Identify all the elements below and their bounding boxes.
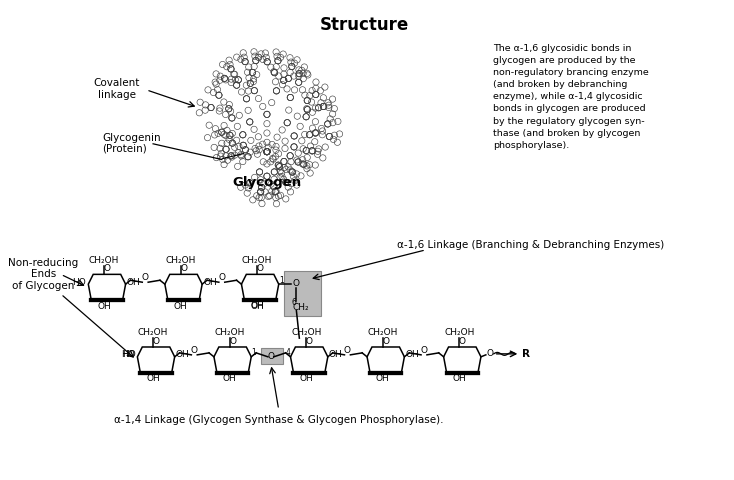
Text: 1: 1 xyxy=(279,276,283,285)
Bar xyxy=(283,271,321,315)
Text: Structure: Structure xyxy=(319,16,409,34)
Text: Non-reducing
Ends
of Glycogen: Non-reducing Ends of Glycogen xyxy=(8,258,79,291)
Text: OH: OH xyxy=(223,374,236,384)
Text: OH: OH xyxy=(97,302,111,311)
Text: Covalent
linkage: Covalent linkage xyxy=(93,78,140,100)
Text: R: R xyxy=(522,349,530,359)
Text: OH: OH xyxy=(376,374,390,384)
Text: OH: OH xyxy=(175,350,189,360)
Text: O: O xyxy=(180,264,187,273)
Text: O: O xyxy=(486,349,493,359)
Text: OH: OH xyxy=(452,374,466,384)
Text: CH₂OH: CH₂OH xyxy=(444,328,474,337)
Text: O: O xyxy=(293,279,300,288)
Text: O: O xyxy=(421,346,427,355)
Text: O: O xyxy=(142,273,149,282)
Text: O: O xyxy=(218,273,225,282)
Text: O: O xyxy=(191,346,197,355)
Text: OH: OH xyxy=(203,278,217,287)
Text: CH₂OH: CH₂OH xyxy=(242,255,272,264)
Text: O: O xyxy=(382,336,389,346)
Text: HO: HO xyxy=(122,350,135,360)
Text: O: O xyxy=(257,264,264,273)
Text: OH: OH xyxy=(299,374,313,384)
Text: O: O xyxy=(267,352,275,361)
Text: CH₂OH: CH₂OH xyxy=(291,328,321,337)
Text: 1: 1 xyxy=(251,348,256,358)
Text: CH₂OH: CH₂OH xyxy=(368,328,398,337)
Text: Glycogenin: Glycogenin xyxy=(102,133,161,143)
Text: CH₂OH: CH₂OH xyxy=(138,328,168,337)
Text: OH: OH xyxy=(126,278,140,287)
Text: CH₂OH: CH₂OH xyxy=(89,255,119,264)
Text: CH₂OH: CH₂OH xyxy=(165,255,196,264)
Text: Glycogen: Glycogen xyxy=(233,176,302,189)
Text: CH₂: CH₂ xyxy=(292,303,308,312)
Text: O: O xyxy=(344,346,351,355)
Text: O: O xyxy=(153,336,159,346)
Text: O: O xyxy=(305,336,313,346)
Text: The α-1,6 glycosidic bonds in
glycogen are produced by the
non-regulatory branci: The α-1,6 glycosidic bonds in glycogen a… xyxy=(493,44,648,150)
Text: α-1,4 Linkage (Glycogen Synthase & Glycogen Phosphorylase).: α-1,4 Linkage (Glycogen Synthase & Glyco… xyxy=(114,415,443,425)
Text: OH: OH xyxy=(250,302,264,311)
Text: HO: HO xyxy=(73,278,87,287)
Text: O: O xyxy=(459,336,466,346)
Text: (Protein): (Protein) xyxy=(102,144,147,154)
Text: OH: OH xyxy=(405,350,419,360)
Bar xyxy=(261,348,283,364)
Text: HO: HO xyxy=(120,350,134,360)
Text: O: O xyxy=(103,264,110,273)
Text: OH: OH xyxy=(329,350,343,360)
Text: α-1,6 Linkage (Branching & Debranching Enzymes): α-1,6 Linkage (Branching & Debranching E… xyxy=(396,240,664,250)
Text: O: O xyxy=(229,336,236,346)
Text: 6: 6 xyxy=(291,299,296,307)
Text: OH: OH xyxy=(250,301,264,310)
Text: OH: OH xyxy=(146,374,160,384)
Text: OH: OH xyxy=(174,302,187,311)
Text: CH₂OH: CH₂OH xyxy=(214,328,245,337)
Text: 4: 4 xyxy=(286,348,291,358)
